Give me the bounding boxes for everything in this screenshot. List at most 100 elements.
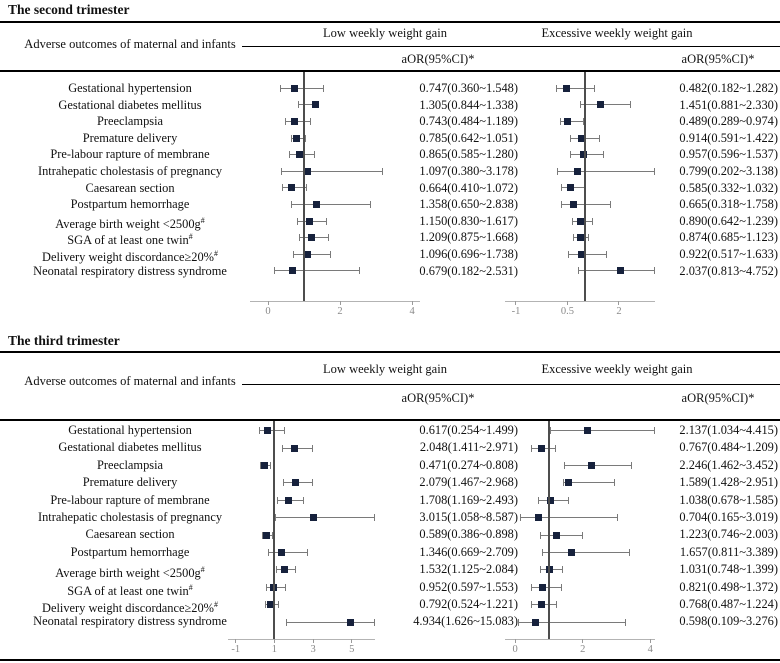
point-estimate-marker <box>291 84 299 92</box>
point-estimate-marker <box>288 267 296 275</box>
second-trimester-section: The second trimester Adverse outcomes of… <box>0 0 780 330</box>
outcomes-column-header: Adverse outcomes of maternal and infants <box>24 37 236 51</box>
outcome-label: Caesarean section <box>85 180 175 195</box>
aor-value-excessive: 0.821(0.498~1.372) <box>679 579 778 594</box>
aor-value-excessive: 0.585(0.332~1.032) <box>679 180 778 195</box>
ci-cap-right <box>588 234 590 242</box>
ci-cap-right <box>381 167 383 175</box>
aor-value-low: 0.617(0.254~1.499) <box>419 423 518 437</box>
ci-cap-right <box>302 496 304 504</box>
point-estimate-marker <box>552 531 560 539</box>
ci-cap-left <box>292 250 294 258</box>
ci-bar <box>274 270 360 272</box>
ci-cap-right <box>294 566 296 574</box>
ci-cap-left <box>276 566 278 574</box>
outcome-label: Intrahepatic cholestasis of pregnancy <box>37 510 223 524</box>
ci-cap-right <box>653 167 655 175</box>
forest-plot-low <box>228 422 375 639</box>
aor-value-excessive: 0.799(0.202~3.138) <box>679 164 778 178</box>
third-trimester-section: The third trimester Adverse outcomes of … <box>0 330 780 663</box>
ci-cap-left <box>531 583 533 591</box>
ci-cap-left <box>580 101 582 109</box>
outcome-label: SGA of at least one twin# <box>67 582 193 598</box>
x-axis-tick <box>312 639 314 643</box>
x-axis-tick <box>267 301 269 305</box>
ci-cap-right <box>373 618 375 626</box>
ci-cap-right <box>271 531 273 539</box>
ci-cap-left <box>277 496 279 504</box>
ci-cap-right <box>555 444 557 452</box>
x-axis-tick <box>351 639 353 643</box>
point-estimate-marker <box>291 118 299 125</box>
ci-cap-right <box>306 549 308 556</box>
aor-value-excessive: 1.038(0.678~1.585) <box>679 492 778 507</box>
header-bottom-rule <box>0 419 780 421</box>
excessive-gain-group-header: Excessive weekly weight gain <box>541 362 693 376</box>
point-estimate-marker <box>304 167 312 175</box>
ci-cap-left <box>562 479 564 487</box>
ci-bar <box>518 621 626 623</box>
x-axis-tick-label: -1 <box>511 306 521 317</box>
outcomes-column-header: Adverse outcomes of maternal and infants <box>24 374 236 388</box>
x-axis-tick <box>618 301 620 305</box>
ci-cap-right <box>653 427 655 435</box>
ci-bar <box>578 270 654 272</box>
aor-value-excessive: 1.657(0.811~3.389) <box>679 544 778 559</box>
ci-cap-left <box>259 427 261 435</box>
point-estimate-marker <box>291 444 299 452</box>
ci-cap-left <box>531 601 533 609</box>
point-estimate-marker <box>305 217 313 225</box>
point-estimate-marker <box>313 201 321 208</box>
ci-cap-right <box>283 427 285 435</box>
forest-plot-excessive <box>505 80 655 301</box>
aor-value-low: 0.952(0.597~1.553) <box>419 579 518 594</box>
x-axis-tick <box>339 301 341 305</box>
ci-cap-left <box>290 134 292 142</box>
x-axis-tick-label: 2 <box>616 306 622 317</box>
ci-cap-left <box>518 618 520 626</box>
point-estimate-marker <box>563 84 571 92</box>
forest-plot-low <box>250 80 420 301</box>
aor-value-excessive: 2.037(0.813~4.752) <box>679 263 778 278</box>
ci-cap-right <box>323 84 325 92</box>
outcome-label: Delivery weight discordance≥20%# <box>42 249 218 265</box>
ci-cap-left <box>520 514 522 522</box>
aor-header-low: aOR(95%CI)* <box>401 391 475 405</box>
ci-cap-left <box>264 601 266 609</box>
ci-cap-right <box>284 583 286 591</box>
point-estimate-marker <box>569 201 577 208</box>
x-axis-tick-label: 4 <box>647 644 653 655</box>
ci-cap-right <box>598 134 600 142</box>
ci-bar <box>542 552 630 553</box>
x-axis-tick-label: 2 <box>580 644 586 655</box>
point-estimate-marker <box>537 444 545 452</box>
x-axis-tick-label: -1 <box>231 644 241 655</box>
x-axis-tick <box>582 639 584 643</box>
aor-value-excessive: 0.665(0.318~1.758) <box>679 197 778 212</box>
point-estimate-marker <box>546 566 554 574</box>
x-axis-tick-label: 2 <box>337 306 343 317</box>
aor-value-low: 1.209(0.875~1.668) <box>419 230 518 245</box>
aor-value-excessive: 2.246(1.462~3.452) <box>679 457 778 472</box>
ci-cap-right <box>310 118 312 125</box>
outcome-label: Intrahepatic cholestasis of pregnancy <box>37 164 223 178</box>
ci-cap-right <box>653 267 655 275</box>
ci-cap-left <box>570 151 572 159</box>
ci-cap-left <box>571 217 573 225</box>
ci-cap-left <box>542 549 544 556</box>
outcome-label: Preeclampsia <box>96 114 164 129</box>
ci-cap-left <box>560 201 562 208</box>
ci-cap-left <box>549 427 551 435</box>
ci-cap-right <box>327 234 329 242</box>
ci-cap-right <box>313 151 315 159</box>
point-estimate-marker <box>539 583 547 591</box>
ci-bar <box>259 430 285 432</box>
aor-value-excessive: 0.914(0.591~1.422) <box>679 130 778 145</box>
ci-bar <box>568 253 607 255</box>
x-axis-tick <box>235 639 237 643</box>
ci-bar <box>540 534 583 536</box>
ci-cap-left <box>274 267 276 275</box>
point-estimate-marker <box>281 566 289 574</box>
ci-cap-right <box>625 618 627 626</box>
